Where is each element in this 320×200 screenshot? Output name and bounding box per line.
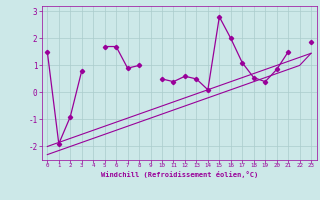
X-axis label: Windchill (Refroidissement éolien,°C): Windchill (Refroidissement éolien,°C) [100, 171, 258, 178]
